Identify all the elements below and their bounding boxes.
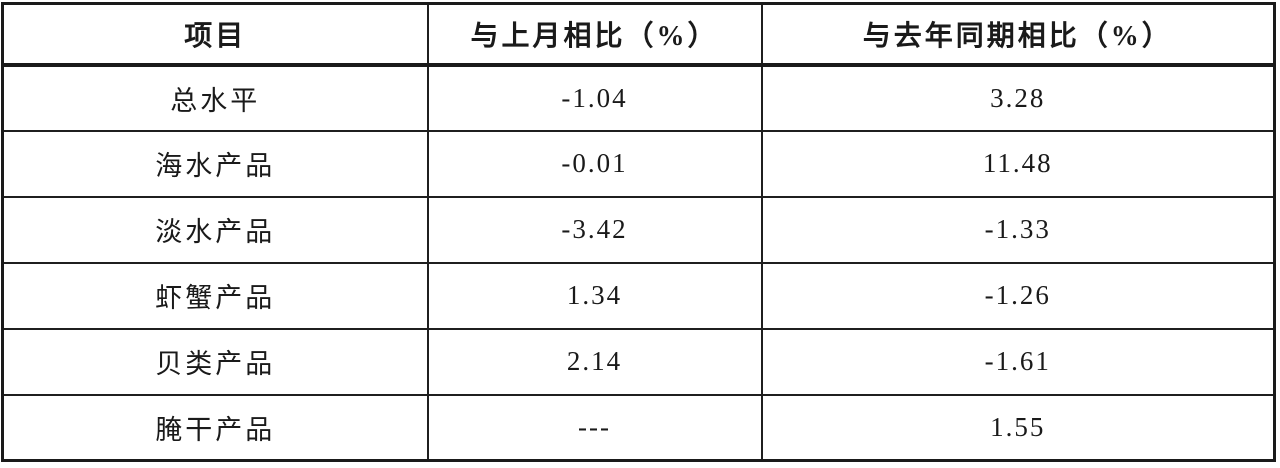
mom-cell: -3.42 — [426, 195, 763, 264]
yoy-cell: -1.33 — [760, 195, 1276, 264]
yoy-cell: 3.28 — [760, 63, 1276, 132]
table-row: 贝类产品 2.14 -1.61 — [1, 327, 1276, 396]
item-cell: 贝类产品 — [1, 327, 429, 396]
header-row: 项目 与上月相比（%） 与去年同期相比（%） — [1, 2, 1276, 67]
mom-cell: --- — [426, 393, 763, 462]
item-cell: 总水平 — [1, 63, 429, 132]
mom-cell: -1.04 — [426, 63, 763, 132]
table-header: 项目 与上月相比（%） 与去年同期相比（%） — [1, 2, 1276, 67]
table-row: 海水产品 -0.01 11.48 — [1, 129, 1276, 198]
column-header-mom: 与上月相比（%） — [426, 2, 763, 67]
item-cell: 腌干产品 — [1, 393, 429, 462]
yoy-cell: -1.61 — [760, 327, 1276, 396]
item-cell: 虾蟹产品 — [1, 261, 429, 330]
yoy-cell: 1.55 — [760, 393, 1276, 462]
table-row: 总水平 -1.04 3.28 — [1, 63, 1276, 132]
table-body: 总水平 -1.04 3.28 海水产品 -0.01 11.48 淡水产品 -3.… — [1, 63, 1276, 462]
table-row: 腌干产品 --- 1.55 — [1, 393, 1276, 462]
item-cell: 海水产品 — [1, 129, 429, 198]
mom-cell: -0.01 — [426, 129, 763, 198]
column-header-yoy: 与去年同期相比（%） — [760, 2, 1276, 67]
mom-cell: 1.34 — [426, 261, 763, 330]
table-row: 虾蟹产品 1.34 -1.26 — [1, 261, 1276, 330]
yoy-cell: -1.26 — [760, 261, 1276, 330]
column-header-item: 项目 — [1, 2, 429, 67]
mom-cell: 2.14 — [426, 327, 763, 396]
yoy-cell: 11.48 — [760, 129, 1276, 198]
price-change-table: 项目 与上月相比（%） 与去年同期相比（%） 总水平 -1.04 3.28 海水… — [1, 2, 1276, 462]
item-cell: 淡水产品 — [1, 195, 429, 264]
table-row: 淡水产品 -3.42 -1.33 — [1, 195, 1276, 264]
